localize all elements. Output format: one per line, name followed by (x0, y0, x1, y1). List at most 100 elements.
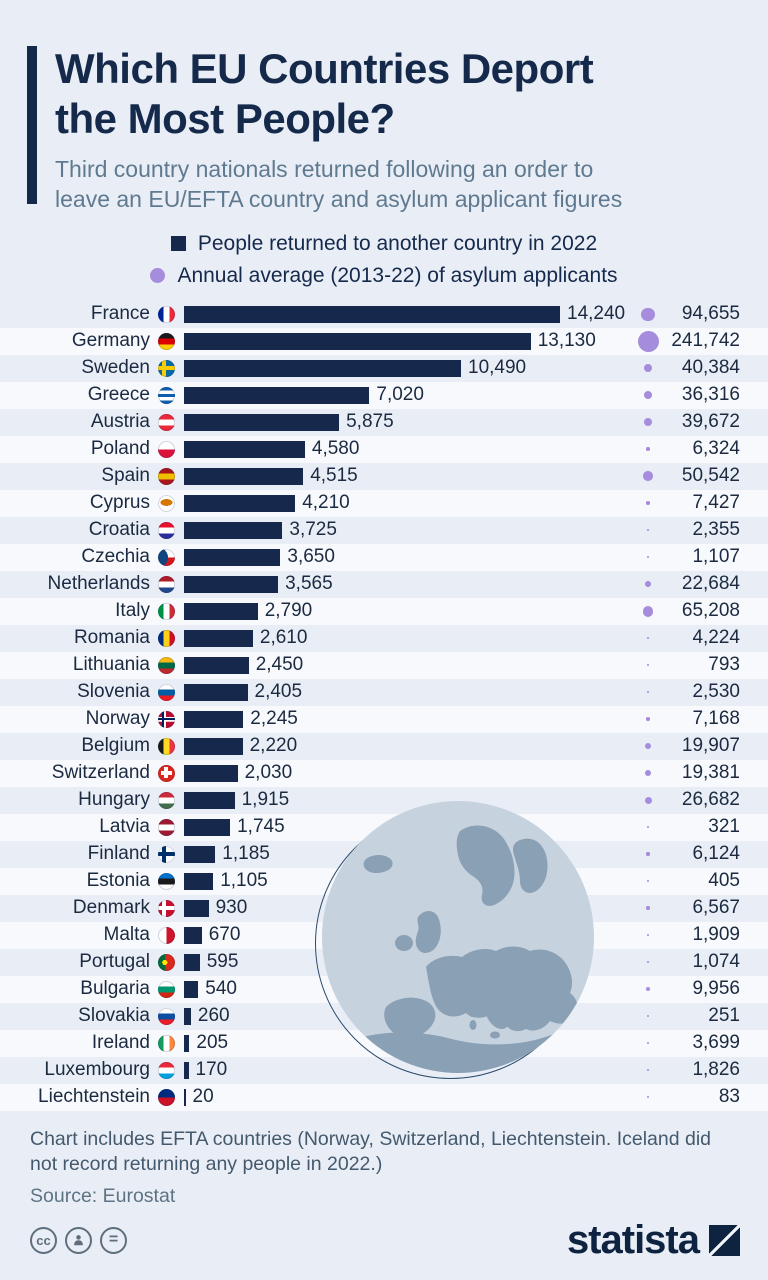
country-label: Czechia (81, 546, 150, 568)
bar-area: 670 (184, 924, 634, 946)
bar-area: 1,105 (184, 870, 634, 892)
returned-value: 7,020 (376, 384, 424, 406)
returned-value: 205 (196, 1032, 229, 1054)
asylum-dot (647, 1069, 649, 1072)
country-flag-icon (158, 1088, 175, 1106)
dot-column (634, 391, 662, 400)
asylum-value: 6,567 (692, 897, 740, 919)
asylum-dot (641, 307, 655, 321)
asylum-value: 405 (708, 870, 740, 892)
country-label: Hungary (78, 789, 150, 811)
returned-bar (184, 953, 200, 971)
country-label: Portugal (79, 951, 150, 973)
asylum-value: 1,909 (692, 924, 740, 946)
asylum-value: 4,224 (692, 627, 740, 649)
returned-bar (184, 386, 370, 404)
asylum-dot (647, 1015, 649, 1018)
bar-area: 13,130 (184, 330, 634, 352)
returned-bar (184, 467, 304, 485)
country-label: France (90, 303, 150, 325)
returned-bar (184, 305, 560, 323)
asylum-value: 793 (708, 654, 740, 676)
bar-area: 7,020 (184, 384, 634, 406)
country-flag-icon (158, 980, 175, 998)
asylum-value: 9,956 (692, 978, 740, 1000)
chart-row: France 14,240 94,655 (0, 301, 768, 328)
dot-column (634, 717, 662, 721)
chart-row: Italy 2,790 65,208 (0, 597, 768, 625)
returned-value: 4,210 (302, 492, 350, 514)
dot-column (634, 447, 662, 451)
dot-column (634, 417, 662, 427)
country-flag-icon (158, 872, 175, 890)
chart-row: Slovakia 260 251 (0, 1003, 768, 1030)
asylum-dot (647, 1096, 649, 1099)
country-flag-icon (158, 1061, 175, 1079)
chart-rows: France 14,240 94,655 Germany 13,130 241,… (0, 301, 768, 1111)
returned-value: 14,240 (567, 303, 626, 325)
asylum-dot (647, 556, 649, 559)
returned-bar (184, 872, 214, 890)
asylum-value: 7,168 (692, 708, 740, 730)
dot-column (634, 330, 662, 352)
returned-value: 1,185 (222, 843, 270, 865)
returned-bar (184, 575, 279, 593)
country-flag-icon (158, 575, 175, 593)
bar-area: 3,725 (184, 519, 634, 541)
chart-row: Liechtenstein 20 83 (0, 1083, 768, 1111)
returned-value: 2,220 (249, 735, 298, 757)
asylum-dot (646, 636, 650, 640)
bubble-series-marker-icon (150, 268, 166, 284)
returned-bar (184, 899, 209, 917)
chart-row: Ireland 205 3,699 (0, 1029, 768, 1057)
bar-area: 595 (184, 951, 634, 973)
asylum-value: 50,542 (681, 465, 740, 487)
bar-area: 3,565 (184, 573, 634, 595)
dot-column (634, 501, 662, 505)
license-icons: cc = (30, 1226, 127, 1254)
country-label: Denmark (72, 897, 150, 919)
dot-column (634, 961, 662, 964)
asylum-value: 1,826 (692, 1059, 740, 1081)
returned-value: 540 (205, 978, 237, 1000)
asylum-dot (647, 934, 649, 937)
asylum-value: 2,530 (692, 681, 740, 703)
asylum-dot (646, 501, 650, 505)
asylum-value: 39,672 (681, 411, 740, 433)
asylum-dot (644, 796, 652, 804)
returned-bar (184, 440, 305, 458)
returned-value: 4,580 (311, 438, 360, 460)
country-label: Norway (85, 708, 150, 730)
chart-row: Denmark 930 6,567 (0, 895, 768, 922)
attribution-person-icon (65, 1226, 92, 1254)
country-flag-icon (158, 494, 175, 512)
country-flag-icon (158, 953, 175, 971)
country-label: Poland (90, 438, 150, 460)
country-label: Finland (87, 843, 150, 865)
returned-value: 3,650 (287, 546, 335, 568)
country-flag-icon (158, 791, 175, 809)
asylum-value: 94,655 (681, 303, 740, 325)
returned-value: 595 (206, 951, 239, 973)
returned-value: 4,515 (310, 465, 358, 487)
bar-area: 1,745 (184, 816, 634, 838)
returned-value: 930 (215, 897, 248, 919)
returned-bar (184, 359, 461, 377)
chart-row: Austria 5,875 39,672 (0, 409, 768, 436)
asylum-value: 251 (708, 1005, 740, 1027)
dot-column (634, 529, 662, 532)
returned-bar (184, 629, 253, 647)
country-flag-icon (158, 899, 175, 917)
country-label: Bulgaria (80, 978, 150, 1000)
dot-column (634, 1096, 662, 1099)
returned-bar (184, 1034, 190, 1052)
legend-label-asylum: Annual average (2013-22) of asylum appli… (177, 263, 618, 287)
returned-value: 260 (197, 1005, 230, 1027)
returned-value: 2,030 (244, 762, 293, 784)
returned-value: 2,610 (259, 627, 308, 649)
dot-column (634, 770, 662, 776)
returned-value: 2,790 (264, 600, 313, 622)
header: Which EU Countries Deport the Most Peopl… (0, 0, 768, 215)
returned-value: 20 (192, 1086, 214, 1108)
asylum-dot (646, 691, 650, 694)
